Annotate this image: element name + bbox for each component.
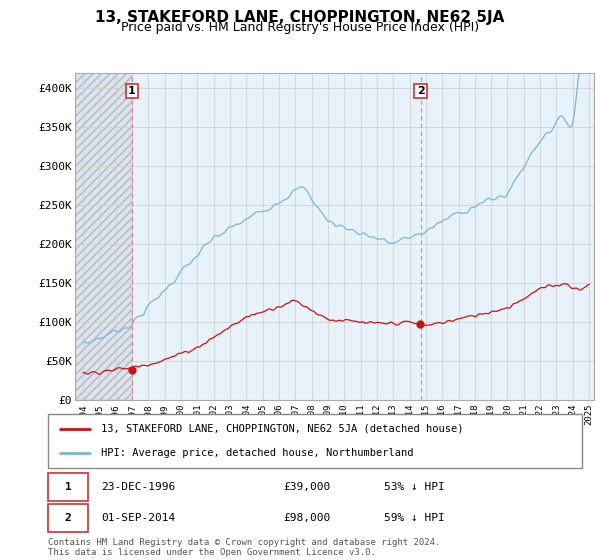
Text: 2: 2 <box>416 86 424 96</box>
Bar <box>132 73 594 400</box>
Text: 2: 2 <box>65 513 71 522</box>
Text: 13, STAKEFORD LANE, CHOPPINGTON, NE62 5JA: 13, STAKEFORD LANE, CHOPPINGTON, NE62 5J… <box>95 10 505 25</box>
Text: 01-SEP-2014: 01-SEP-2014 <box>101 513 176 522</box>
Text: £39,000: £39,000 <box>283 482 330 492</box>
FancyBboxPatch shape <box>48 473 88 501</box>
Text: Price paid vs. HM Land Registry's House Price Index (HPI): Price paid vs. HM Land Registry's House … <box>121 21 479 34</box>
Text: 1: 1 <box>65 482 71 492</box>
Text: Contains HM Land Registry data © Crown copyright and database right 2024.
This d: Contains HM Land Registry data © Crown c… <box>48 538 440 557</box>
Text: £98,000: £98,000 <box>283 513 330 522</box>
Text: 13, STAKEFORD LANE, CHOPPINGTON, NE62 5JA (detached house): 13, STAKEFORD LANE, CHOPPINGTON, NE62 5J… <box>101 424 464 434</box>
Text: 23-DEC-1996: 23-DEC-1996 <box>101 482 176 492</box>
Text: 1: 1 <box>128 86 136 96</box>
Text: 59% ↓ HPI: 59% ↓ HPI <box>385 513 445 522</box>
FancyBboxPatch shape <box>48 504 88 531</box>
Bar <box>75 73 132 400</box>
FancyBboxPatch shape <box>48 414 582 468</box>
Text: HPI: Average price, detached house, Northumberland: HPI: Average price, detached house, Nort… <box>101 448 414 458</box>
Text: 53% ↓ HPI: 53% ↓ HPI <box>385 482 445 492</box>
